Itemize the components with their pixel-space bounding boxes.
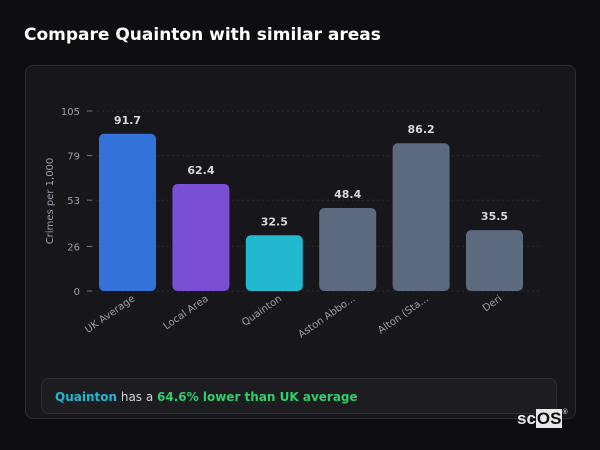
page-title: Compare Quainton with similar areas — [24, 25, 381, 45]
data-label: 35.5 — [481, 210, 508, 223]
y-tick-label: 105 — [61, 107, 80, 118]
scos-logo: scOS® — [517, 409, 568, 428]
data-label: 32.5 — [261, 215, 288, 228]
data-label: 86.2 — [408, 123, 435, 136]
bar — [319, 208, 377, 291]
bar — [245, 235, 303, 291]
bar — [466, 230, 523, 291]
data-label: 91.7 — [114, 114, 141, 127]
bar — [172, 184, 230, 291]
x-tick-label: Local Area — [162, 293, 211, 332]
data-label: 62.4 — [187, 164, 214, 177]
summary-highlight: 64.6% lower than UK average — [157, 390, 358, 404]
y-tick-label: 0 — [74, 287, 80, 298]
data-label: 48.4 — [334, 188, 361, 201]
x-tick-label: Quainton — [240, 293, 284, 328]
y-tick-label: 79 — [67, 152, 80, 163]
y-tick-label: 26 — [67, 242, 80, 253]
bar — [99, 133, 156, 291]
summary-text: has a — [117, 390, 158, 404]
bar — [392, 143, 450, 291]
x-tick-label: Deri — [481, 293, 504, 314]
x-tick-label: UK Average — [83, 293, 137, 335]
y-tick-label: 53 — [67, 196, 80, 207]
x-tick-label: Alton (Sta... — [376, 293, 431, 336]
x-tick-label: Aston Abbo... — [297, 293, 358, 340]
summary-area: Quainton — [55, 390, 118, 404]
summary-box: Quainton has a 64.6% lower than UK avera… — [41, 378, 557, 414]
y-axis-label: Crimes per 1,000 — [45, 158, 56, 245]
